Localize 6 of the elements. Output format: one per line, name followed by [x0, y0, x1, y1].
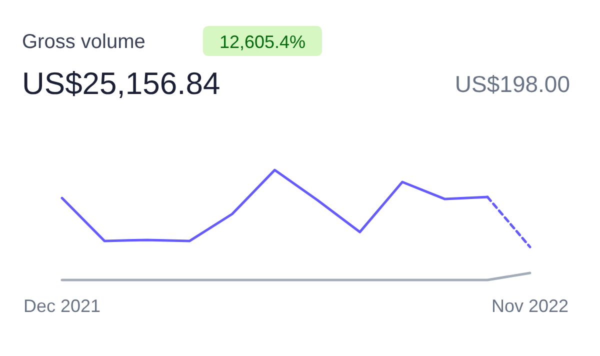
chart-title: Gross volume [22, 31, 146, 53]
text: 12,605.4% [219, 32, 306, 52]
chart-subtitle: US$25,156.84 [22, 66, 220, 101]
text: US$198.00 [454, 71, 570, 97]
x-tick-label: Dec 2021 [23, 296, 101, 316]
x-tick-label: Nov 2022 [491, 296, 569, 316]
